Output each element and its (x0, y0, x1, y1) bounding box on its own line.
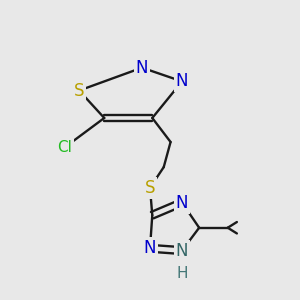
Text: N: N (176, 72, 188, 90)
Text: Cl: Cl (57, 140, 72, 155)
Text: N: N (144, 239, 156, 257)
Text: N: N (176, 242, 188, 260)
Text: H: H (176, 266, 188, 281)
Text: N: N (176, 194, 188, 211)
Text: N: N (136, 59, 148, 77)
Text: S: S (74, 82, 84, 100)
Text: S: S (145, 179, 155, 197)
Text: H: H (176, 266, 188, 281)
